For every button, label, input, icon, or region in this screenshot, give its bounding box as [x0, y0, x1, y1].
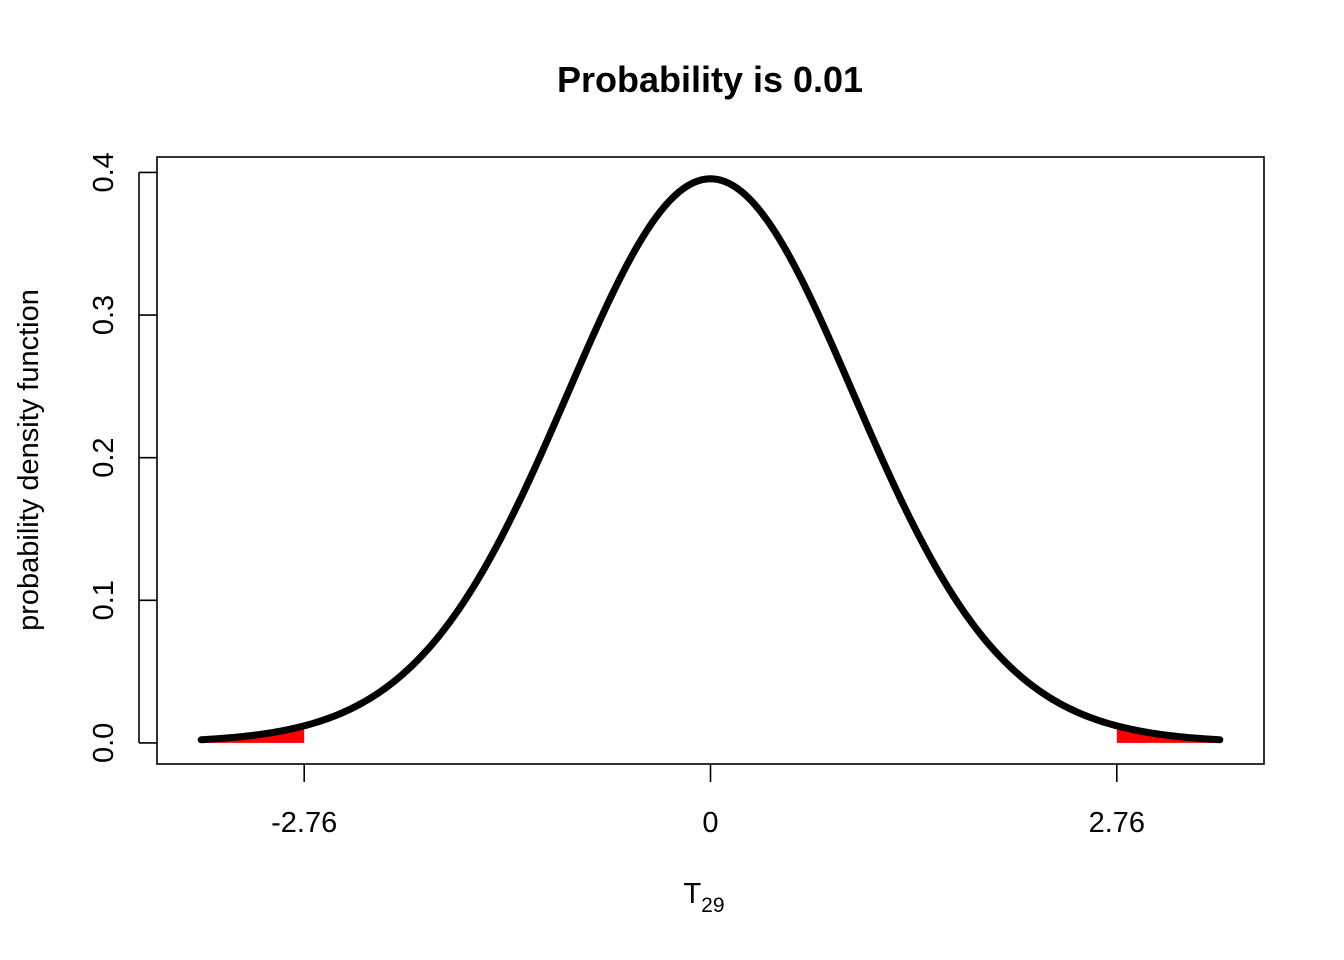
- x-axis-label: T29: [683, 878, 724, 917]
- y-tick-label: 0.4: [88, 152, 120, 192]
- y-tick-label: 0.1: [88, 580, 120, 620]
- y-tick-label: 0.2: [88, 437, 120, 477]
- x-tick-label: -2.76: [271, 807, 337, 839]
- y-axis: 0.0 0.1 0.2 0.3 0.4: [88, 152, 157, 763]
- x-tick-label: 2.76: [1089, 807, 1145, 839]
- x-tick-label: 0: [702, 807, 718, 839]
- x-axis-label-subscript: 29: [701, 894, 724, 917]
- y-tick-label: 0.3: [88, 295, 120, 335]
- shaded-regions: [201, 725, 1220, 743]
- chart-title: Probability is 0.01: [557, 59, 863, 100]
- x-axis-label-main: T: [683, 878, 701, 910]
- x-axis: -2.76 0 2.76: [271, 764, 1145, 839]
- plot-frame: [156, 156, 1265, 765]
- density-curve: [197, 175, 1224, 744]
- y-tick-label: 0.0: [88, 723, 120, 763]
- y-axis-label: probability density function: [13, 289, 45, 631]
